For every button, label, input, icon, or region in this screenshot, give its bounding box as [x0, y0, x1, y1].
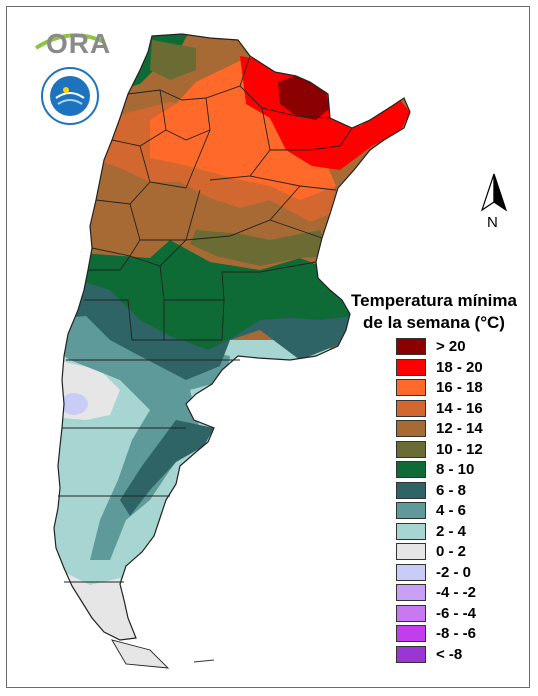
legend-label: 0 - 2 — [436, 543, 467, 560]
legend-swatch — [396, 481, 426, 499]
legend-swatch — [396, 440, 426, 458]
legend-item: 16 - 18 — [396, 377, 506, 398]
legend: > 20 18 - 20 16 - 18 14 - 16 12 - 14 10 - 12 8… — [396, 336, 506, 664]
legend-label: 4 - 6 — [436, 502, 467, 519]
north-label: N — [487, 214, 498, 231]
legend-swatch — [396, 461, 426, 478]
legend-label: -8 - -6 — [436, 625, 477, 642]
legend-label: < -8 — [436, 645, 463, 663]
legend-label: 8 - 10 — [436, 461, 475, 478]
legend-label: 18 - 20 — [436, 358, 483, 376]
legend-swatch — [396, 645, 426, 663]
legend-item: -6 - -4 — [396, 603, 506, 624]
legend-item: -4 - -2 — [396, 582, 506, 603]
ora-logo — [34, 33, 105, 50]
legend-label: 14 - 16 — [436, 399, 483, 417]
legend-swatch — [396, 584, 426, 601]
legend-item: 14 - 16 — [396, 398, 506, 419]
legend-swatch — [396, 625, 426, 642]
legend-swatch — [396, 543, 426, 560]
legend-swatch — [396, 522, 426, 540]
legend-title: Temperatura mínima de la semana (°C) — [336, 290, 532, 334]
legend-item: < -8 — [396, 644, 506, 665]
legend-label: 6 - 8 — [436, 481, 467, 499]
province-borders — [53, 33, 411, 669]
legend-item: 2 - 4 — [396, 521, 506, 542]
legend-swatch — [396, 502, 426, 519]
legend-label: > 20 — [436, 338, 466, 355]
legend-item: -2 - 0 — [396, 562, 506, 583]
legend-label: -2 - 0 — [436, 563, 472, 581]
legend-label: 12 - 14 — [436, 420, 483, 437]
legend-label: 2 - 4 — [436, 522, 467, 540]
legend-item: 0 - 2 — [396, 541, 506, 562]
legend-swatch — [396, 563, 426, 581]
legend-swatch — [396, 420, 426, 437]
legend-swatch — [396, 604, 426, 622]
legend-title-line2: de la semana (°C) — [363, 313, 505, 332]
temperature-zones — [54, 34, 410, 640]
legend-item: 10 - 12 — [396, 439, 506, 460]
legend-swatch — [396, 399, 426, 417]
legend-swatch — [396, 358, 426, 376]
legend-item: > 20 — [396, 336, 506, 357]
legend-item: 6 - 8 — [396, 480, 506, 501]
legend-label: -4 - -2 — [436, 584, 477, 601]
legend-swatch — [396, 338, 426, 355]
legend-item: 4 - 6 — [396, 500, 506, 521]
legend-label: -6 - -4 — [436, 604, 477, 622]
ora-logo-text: ORA — [46, 28, 112, 59]
legend-label: 16 - 18 — [436, 379, 483, 396]
legend-item: -8 - -6 — [396, 623, 506, 644]
legend-swatch — [396, 379, 426, 396]
north-arrow-icon — [480, 173, 508, 212]
legend-title-line1: Temperatura mínima — [351, 291, 517, 310]
island-mark — [193, 659, 215, 663]
smn-seal-icon — [41, 67, 99, 125]
legend-item: 18 - 20 — [396, 357, 506, 378]
legend-item: 12 - 14 — [396, 418, 506, 439]
legend-label: 10 - 12 — [436, 440, 483, 458]
legend-item: 8 - 10 — [396, 459, 506, 480]
